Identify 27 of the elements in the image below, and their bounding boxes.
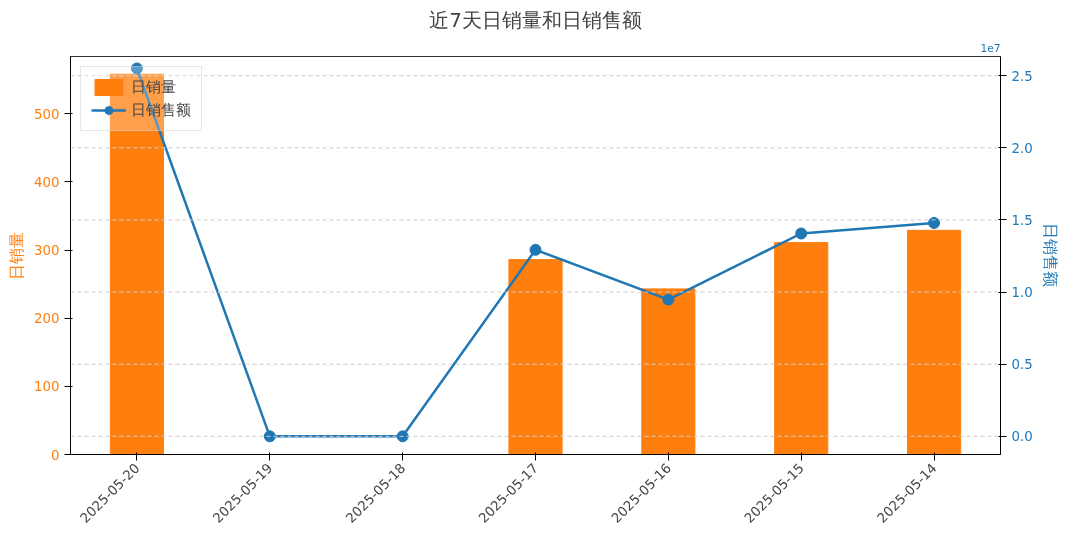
- y2-tick-label: 0.5: [1011, 357, 1033, 373]
- y-tick-label: 200: [34, 311, 60, 327]
- y-tick-label: 100: [34, 379, 60, 395]
- y2-axis-title: 日销售额: [1040, 223, 1060, 288]
- y2-tick-label: 1.5: [1011, 212, 1033, 228]
- y-axis-title: 日销量: [7, 231, 27, 280]
- bar: [907, 229, 962, 455]
- y-tick-label: 0: [51, 447, 60, 463]
- bar: [641, 288, 696, 455]
- bar: [508, 259, 563, 455]
- y-tick-label: 400: [34, 174, 60, 190]
- y-tick-label: 300: [34, 243, 60, 259]
- y2-tick-label: 2.0: [1011, 140, 1033, 156]
- point: [795, 227, 808, 240]
- bar: [774, 242, 829, 455]
- y2-tick-label: 0.0: [1011, 429, 1033, 445]
- point: [396, 430, 409, 443]
- point: [928, 216, 941, 229]
- point: [529, 243, 542, 256]
- y-tick-label: 500: [34, 106, 60, 122]
- y2-tick-label: 1.0: [1011, 285, 1033, 301]
- chart-title: 近7天日销量和日销售额: [429, 7, 642, 32]
- point: [263, 430, 276, 443]
- point: [130, 62, 143, 75]
- text: 1e7: [980, 41, 1001, 55]
- y2-tick-label: 2.5: [1011, 68, 1033, 84]
- point: [662, 293, 675, 306]
